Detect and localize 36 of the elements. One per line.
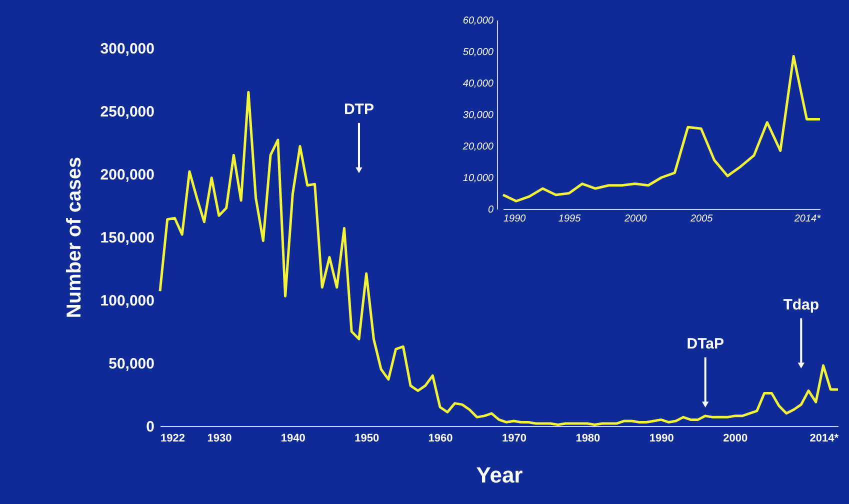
y-tick-label: 300,000	[100, 40, 154, 58]
y-tick-label: 10,000	[462, 173, 494, 184]
x-tick-label: 1950	[354, 432, 380, 444]
x-axis-title: Year	[476, 462, 524, 488]
x-tick-label: 2014*	[810, 432, 840, 444]
y-axis-title: Number of cases	[63, 156, 86, 318]
line-series	[158, 90, 840, 426]
y-tick-label: 100,000	[100, 292, 154, 310]
y-tick-label: 60,000	[462, 16, 494, 26]
y-tick-label: 250,000	[100, 104, 154, 120]
annotation: Tdap	[783, 296, 820, 314]
x-tick-label: 1995	[558, 214, 582, 224]
x-tick-label: 1940	[280, 432, 306, 444]
x-tick-label: 1960	[428, 432, 453, 444]
y-tick-label: 50,000	[462, 47, 494, 58]
x-tick-label: 1990	[504, 214, 526, 224]
x-tick-label: 2005	[690, 214, 714, 224]
x-tick-label: 1990	[649, 432, 674, 444]
x-tick-label: 2014*	[793, 214, 822, 224]
x-tick-label: 1980	[576, 432, 600, 444]
y-tick-label: 30,000	[462, 110, 494, 121]
x-tick-label: 1970	[502, 432, 526, 444]
y-tick-label: 20,000	[462, 142, 494, 152]
line-series	[502, 54, 822, 202]
y-tick-label: 40,000	[462, 78, 494, 90]
x-tick-label: 2000	[623, 214, 648, 224]
y-tick-label: 50,000	[108, 356, 154, 372]
y-tick-label: 150,000	[100, 230, 154, 246]
y-tick-label: 0	[488, 204, 494, 216]
annotation: DTP	[344, 100, 374, 118]
x-tick-label: 2000	[723, 432, 748, 444]
y-tick-label: 0	[146, 418, 154, 436]
x-tick-label: 1922	[160, 432, 185, 444]
y-tick-label: 200,000	[100, 166, 154, 184]
x-tick-label: 1930	[207, 432, 232, 444]
annotation: DTaP	[686, 335, 724, 352]
